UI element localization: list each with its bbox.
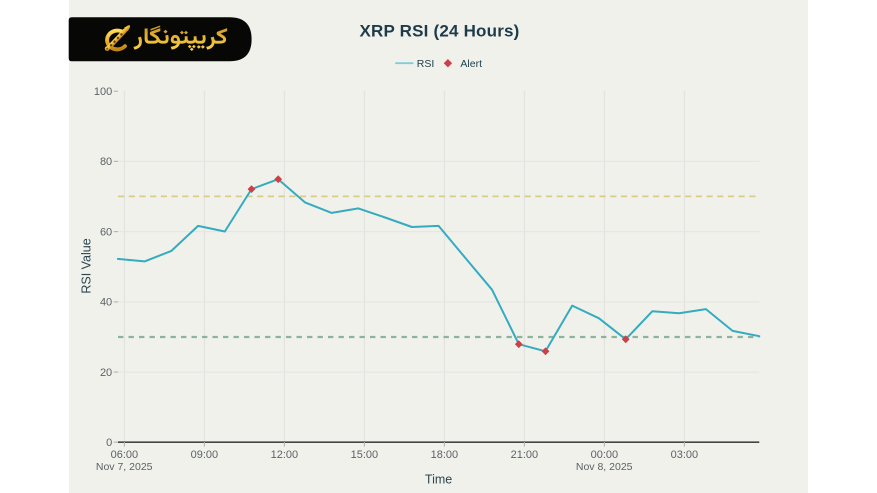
svg-text:18:00: 18:00 bbox=[431, 449, 459, 461]
svg-text:RSI Value: RSI Value bbox=[79, 238, 93, 293]
svg-text:12:00: 12:00 bbox=[271, 449, 299, 461]
svg-text:21:00: 21:00 bbox=[511, 449, 539, 461]
svg-text:Time: Time bbox=[425, 473, 452, 487]
svg-text:03:00: 03:00 bbox=[671, 449, 699, 461]
svg-text:0: 0 bbox=[106, 437, 112, 449]
svg-text:40: 40 bbox=[100, 297, 112, 309]
svg-text:80: 80 bbox=[100, 156, 112, 168]
svg-text:XRP RSI (24 Hours): XRP RSI (24 Hours) bbox=[359, 21, 519, 40]
svg-text:09:00: 09:00 bbox=[191, 449, 219, 461]
svg-text:Nov 8, 2025: Nov 8, 2025 bbox=[576, 461, 633, 473]
svg-text:Alert: Alert bbox=[460, 58, 482, 70]
svg-text:06:00: 06:00 bbox=[111, 449, 139, 461]
svg-text:20: 20 bbox=[100, 367, 112, 379]
svg-text:Nov 7, 2025: Nov 7, 2025 bbox=[96, 461, 153, 473]
svg-text:00:00: 00:00 bbox=[591, 449, 619, 461]
svg-text:15:00: 15:00 bbox=[351, 449, 379, 461]
svg-text:RSI: RSI bbox=[417, 58, 435, 70]
svg-text:60: 60 bbox=[100, 226, 112, 238]
svg-text:100: 100 bbox=[94, 86, 112, 98]
